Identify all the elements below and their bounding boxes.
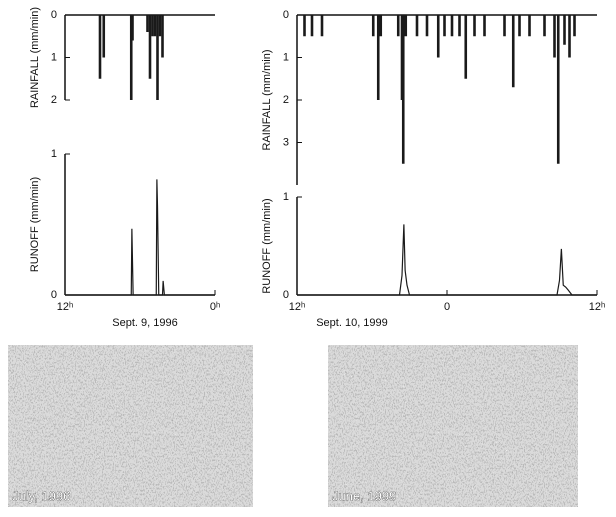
y-tick-label: 3 (283, 136, 289, 148)
rain-bar (473, 15, 476, 37)
rain-bar (518, 15, 521, 37)
photo (8, 345, 253, 507)
y-tick-label: 0 (51, 289, 57, 301)
rain-bar (511, 15, 515, 88)
rain-bar (129, 15, 133, 100)
y-tick-label: 0 (283, 289, 289, 301)
rain-bar (310, 15, 314, 37)
rain-bar (436, 15, 440, 58)
rain-bar (151, 15, 154, 37)
x-tick-label: 12ʰ (57, 301, 73, 313)
rain-bar (303, 15, 306, 37)
rain-bar (458, 15, 461, 37)
x-tick-label: 12ʰ (289, 301, 305, 313)
x-axis-title: Sept. 10, 1999 (316, 317, 388, 329)
x-tick-label: 0 (444, 301, 450, 313)
rain-bar (146, 15, 149, 32)
rain-bar (528, 15, 531, 37)
rain-bar (320, 15, 324, 37)
rain-bar (404, 15, 408, 37)
rain-bar (376, 15, 380, 100)
rain-bar (503, 15, 506, 37)
rain-bar (396, 15, 400, 37)
y-axis-title: RAINFALL (mm/min) (261, 49, 273, 150)
rain-bar (379, 15, 383, 37)
y-tick-label: 1 (51, 148, 57, 160)
rain-bar (371, 15, 375, 37)
rain-bar (102, 15, 106, 58)
rain-bar (161, 15, 164, 58)
rain-bar (464, 15, 468, 79)
rain-bar (156, 15, 159, 100)
rain-bar (148, 15, 152, 79)
photo-caption: June, 1999 (332, 488, 396, 503)
y-axis-title: RUNOFF (mm/min) (29, 177, 41, 272)
x-tick-label: 12ʰ (589, 301, 605, 313)
y-tick-label: 1 (283, 191, 289, 203)
photo (328, 345, 578, 507)
y-tick-label: 0 (51, 9, 57, 21)
runoff-line (297, 224, 597, 296)
rain-bar (158, 15, 162, 37)
rain-bar (543, 15, 546, 37)
y-axis-title: RAINFALL (mm/min) (29, 7, 41, 108)
y-tick-label: 2 (51, 94, 57, 106)
rain-bar (401, 15, 405, 164)
runoff-line (65, 179, 215, 296)
x-axis-title: Sept. 9, 1996 (112, 317, 177, 329)
rain-bar (153, 15, 157, 37)
photo-caption: July, 1996 (12, 488, 70, 503)
y-tick-label: 2 (283, 94, 289, 106)
rain-bar (131, 15, 134, 41)
y-tick-label: 1 (51, 51, 57, 63)
rain-bar (568, 15, 571, 58)
x-tick-label: 0ʰ (210, 301, 220, 313)
rain-bar (556, 15, 560, 164)
rain-bar (573, 15, 576, 37)
rain-bar (443, 15, 446, 37)
rain-bar (450, 15, 454, 37)
rain-bar (425, 15, 429, 37)
rain-bar (415, 15, 419, 37)
rain-bar (563, 15, 566, 45)
y-axis-title: RUNOFF (mm/min) (261, 198, 273, 293)
rain-bar (483, 15, 486, 37)
rain-bar (98, 15, 102, 79)
y-tick-label: 0 (283, 9, 289, 21)
rain-bar (553, 15, 556, 58)
y-tick-label: 1 (283, 51, 289, 63)
